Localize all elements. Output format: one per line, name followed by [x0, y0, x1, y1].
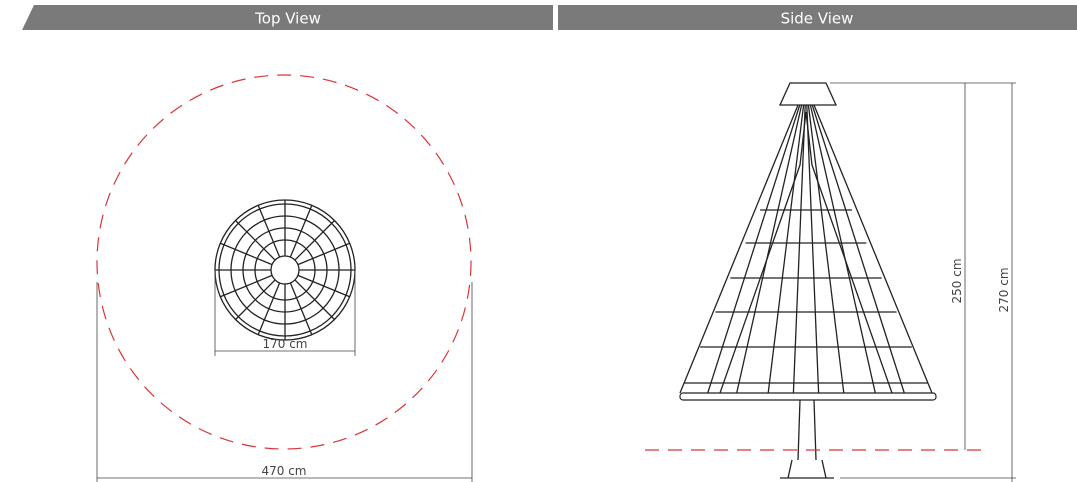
net-rope	[289, 282, 313, 335]
dimension-label: 170 cm	[262, 337, 307, 351]
net-rope	[792, 104, 806, 394]
net-rope	[235, 279, 276, 320]
net-rope	[220, 242, 273, 266]
net-rope	[679, 104, 799, 394]
net-rope	[297, 242, 350, 266]
panel-title: Side View	[781, 10, 854, 28]
net-rope	[707, 104, 801, 394]
net-rope	[736, 104, 803, 394]
net-rope	[297, 274, 350, 298]
net-rope	[220, 274, 273, 298]
panel-title: Top View	[254, 10, 321, 28]
net-rope	[767, 104, 805, 394]
net-rope	[235, 220, 276, 261]
safety-zone	[96, 74, 472, 450]
net-rope	[807, 104, 845, 394]
cap	[778, 82, 838, 106]
net-rope	[806, 104, 820, 394]
net-side	[679, 104, 933, 394]
net-rope	[813, 104, 933, 394]
base-ring	[679, 392, 937, 401]
dimension-label: 270 cm	[997, 267, 1011, 312]
net-rope	[809, 104, 876, 394]
net-rope	[289, 205, 313, 258]
header-bar	[558, 5, 1077, 30]
net-rope	[270, 255, 300, 285]
pole	[797, 399, 817, 461]
header-bar	[22, 5, 553, 30]
foot	[780, 459, 834, 479]
net-rope	[719, 111, 893, 394]
net-rope	[294, 279, 335, 320]
net-rope	[811, 104, 905, 394]
dimension-label: 470 cm	[261, 464, 306, 478]
net-rope	[294, 220, 335, 261]
dimension-label: 250 cm	[950, 258, 964, 303]
net-rope	[257, 282, 281, 335]
net-top	[214, 199, 356, 341]
net-rope	[257, 205, 281, 258]
